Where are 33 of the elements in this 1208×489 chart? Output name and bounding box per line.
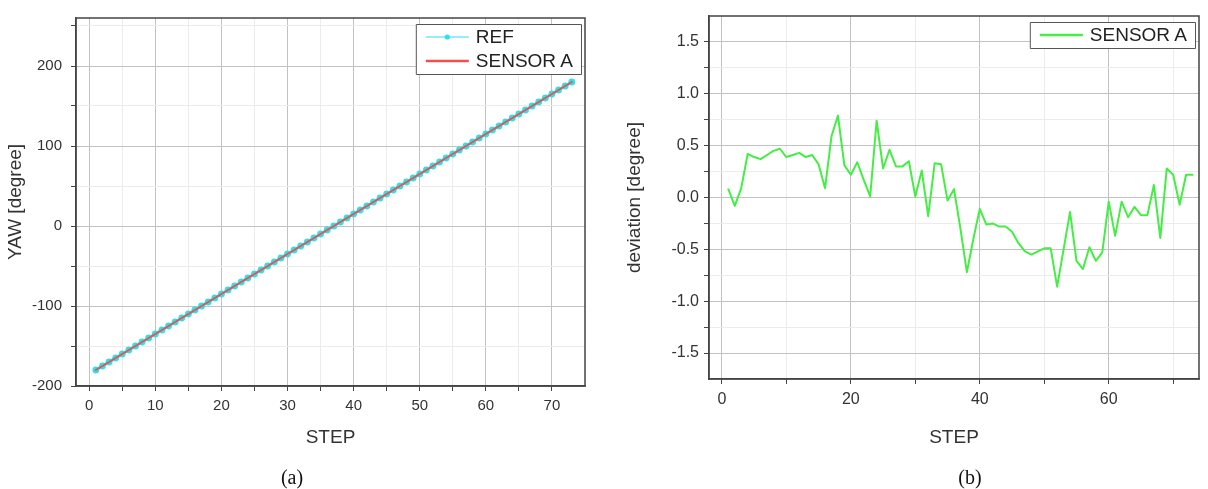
x-tick-label: 10 [146, 396, 164, 414]
y-tick-label: 200 [36, 56, 62, 74]
legend-label: SENSOR A [475, 50, 574, 72]
y-tick-label: -1.0 [671, 291, 700, 309]
x-tick-label: 40 [345, 396, 362, 414]
text: (b) [958, 466, 982, 488]
x-tick-label: 40 [970, 390, 989, 408]
x-tick-label: 30 [279, 396, 296, 414]
y-tick-label: -200 [31, 376, 62, 394]
y-tick-label: -100 [31, 296, 62, 314]
y-tick-label: 0.5 [676, 136, 700, 154]
y-tick-label: -1.5 [671, 343, 700, 361]
y-axis-title: YAW [degree] [3, 143, 25, 261]
y-tick-label: 0.0 [676, 187, 700, 205]
y-tick-label: 1.5 [676, 32, 700, 50]
x-axis-title: STEP [305, 425, 356, 447]
text: (a) [280, 466, 304, 488]
y-tick-label: -0.5 [671, 239, 700, 257]
x-tick-label: 20 [213, 396, 230, 414]
y-tick-label: 100 [36, 136, 62, 154]
x-axis-title: STEP [929, 425, 979, 447]
legend-label: SENSOR A [1089, 24, 1188, 46]
x-tick-label: 70 [543, 396, 561, 414]
x-tick-label: 50 [411, 396, 429, 414]
x-tick-label: 60 [477, 396, 495, 414]
x-tick-label: 0 [85, 396, 94, 414]
legend-label: REF [475, 26, 514, 48]
x-tick-label: 0 [717, 390, 727, 408]
y-tick-label: 1.0 [676, 84, 700, 102]
y-axis-title: deviation [degree] [622, 121, 644, 274]
x-tick-label: 20 [841, 390, 860, 408]
x-tick-label: 60 [1099, 390, 1118, 408]
y-tick-label: 0 [53, 216, 62, 234]
